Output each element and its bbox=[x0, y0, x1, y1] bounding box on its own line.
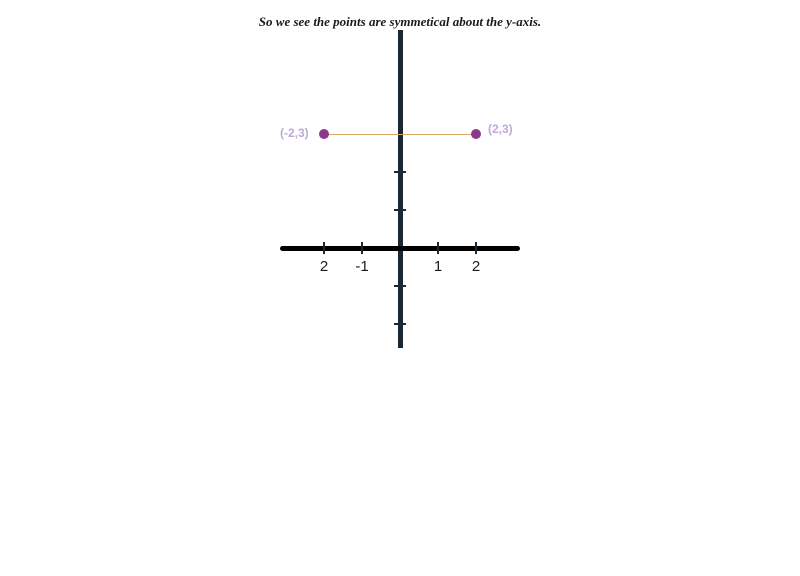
x-tick-label: -1 bbox=[350, 258, 374, 275]
x-tick bbox=[475, 242, 477, 254]
data-point bbox=[319, 129, 329, 139]
x-tick bbox=[323, 242, 325, 254]
x-tick-label: 2 bbox=[312, 258, 336, 275]
connector-line bbox=[324, 134, 476, 135]
point-label: (-2,3) bbox=[280, 126, 309, 140]
y-tick bbox=[394, 285, 406, 287]
coordinate-plane: 2-112(-2,3)(2,3) bbox=[280, 30, 520, 350]
y-tick bbox=[394, 209, 406, 211]
x-tick bbox=[361, 242, 363, 254]
y-tick bbox=[394, 323, 406, 325]
point-label: (2,3) bbox=[488, 122, 513, 136]
chart-title: So we see the points are symmetical abou… bbox=[0, 14, 800, 30]
x-tick-label: 2 bbox=[464, 258, 488, 275]
x-axis bbox=[280, 246, 520, 251]
y-tick bbox=[394, 171, 406, 173]
data-point bbox=[471, 129, 481, 139]
x-tick bbox=[437, 242, 439, 254]
x-tick-label: 1 bbox=[426, 258, 450, 275]
y-axis bbox=[398, 30, 403, 348]
